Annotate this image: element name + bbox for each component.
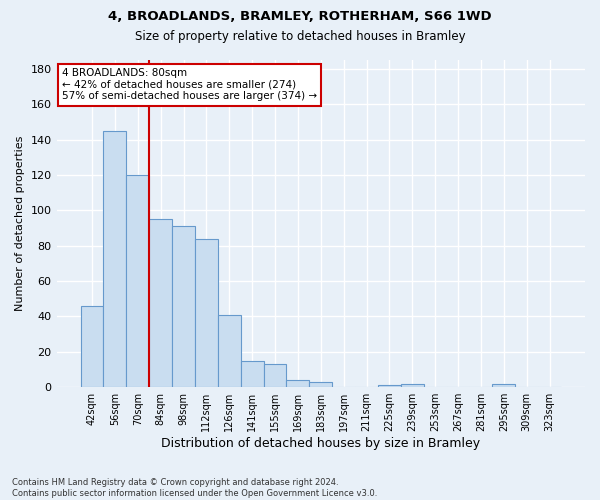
- Text: 4, BROADLANDS, BRAMLEY, ROTHERHAM, S66 1WD: 4, BROADLANDS, BRAMLEY, ROTHERHAM, S66 1…: [108, 10, 492, 23]
- Bar: [80, 306, 103, 387]
- Bar: [149, 219, 172, 387]
- Text: 4 BROADLANDS: 80sqm
← 42% of detached houses are smaller (274)
57% of semi-detac: 4 BROADLANDS: 80sqm ← 42% of detached ho…: [62, 68, 317, 102]
- Bar: [401, 384, 424, 387]
- Bar: [218, 314, 241, 387]
- Bar: [127, 175, 149, 387]
- Bar: [172, 226, 195, 387]
- Bar: [195, 238, 218, 387]
- Bar: [493, 384, 515, 387]
- Bar: [103, 130, 127, 387]
- Bar: [263, 364, 286, 387]
- X-axis label: Distribution of detached houses by size in Bramley: Distribution of detached houses by size …: [161, 437, 481, 450]
- Text: Size of property relative to detached houses in Bramley: Size of property relative to detached ho…: [134, 30, 466, 43]
- Bar: [241, 360, 263, 387]
- Text: Contains HM Land Registry data © Crown copyright and database right 2024.
Contai: Contains HM Land Registry data © Crown c…: [12, 478, 377, 498]
- Bar: [286, 380, 310, 387]
- Bar: [310, 382, 332, 387]
- Y-axis label: Number of detached properties: Number of detached properties: [15, 136, 25, 311]
- Bar: [378, 386, 401, 387]
